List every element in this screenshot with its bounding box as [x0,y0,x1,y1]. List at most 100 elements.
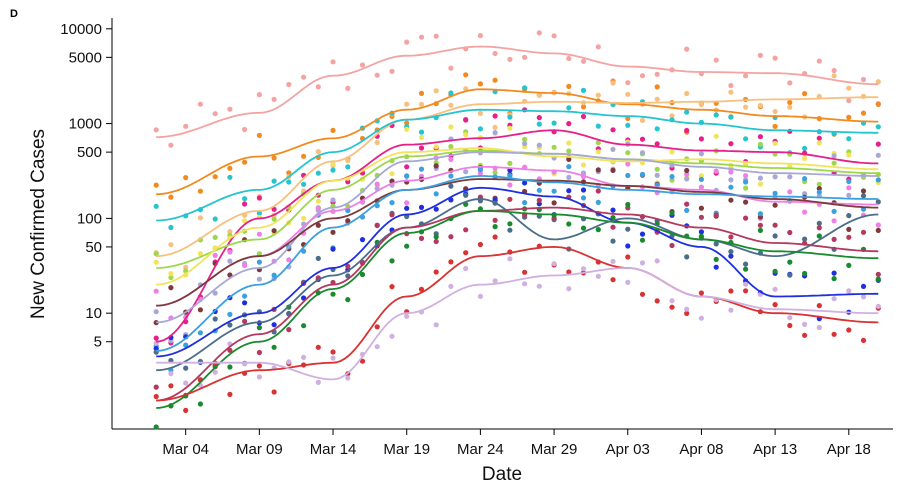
series-9-point [227,249,233,255]
series-16-point [183,407,189,413]
series-2-point [477,81,483,87]
series-4-point [153,203,159,209]
series-16-point [831,331,837,337]
series-17-point [816,324,822,331]
series-17-point [654,258,660,264]
series-11-point [757,211,764,217]
series-6-point [271,216,277,222]
series-14-point [669,242,675,249]
series-17-point [831,296,837,302]
series-11-point [580,195,587,201]
series-17-point [802,321,808,327]
y-tick-label: 1000 [69,116,102,133]
series-11-point [669,174,675,180]
series-5-point [639,136,646,142]
series-2-point [197,188,203,194]
series-8-line [156,151,879,324]
series-12-point [713,264,719,270]
series-3-point [492,124,498,130]
series-9-point [448,156,454,162]
series-17-point [787,315,793,321]
series-5-point [654,141,660,147]
series-3-point [610,80,616,86]
series-4-point [271,178,277,184]
series-5-point [463,117,469,123]
series-12-point [404,205,410,211]
series-16-point [168,383,174,389]
series-1-point [816,58,822,64]
series-14-point [846,234,852,240]
series-14-point [713,212,719,218]
series-2-point [227,165,233,171]
series-15-point [743,266,749,272]
series-10-point [227,272,233,278]
series-1-point [492,50,498,57]
series-12-point [242,300,248,306]
series-5-point [256,195,262,201]
series-13-point [772,233,778,239]
series-7-point [315,198,321,204]
series-3-point [477,110,483,116]
series-1-point [728,82,734,89]
series-4-point [728,114,734,120]
series-12-point [625,243,631,249]
series-17-point [389,333,395,339]
series-3-point [639,117,646,123]
series-3-point [625,91,631,97]
series-5-point [153,335,159,341]
series-15-point [831,276,837,282]
y-tick-label: 100 [77,210,102,227]
series-16-point [816,303,822,309]
series-10-point [566,156,572,162]
series-6-point [595,140,601,146]
series-6-point [625,150,631,156]
series-7-point [301,215,307,221]
series-2-point [625,115,631,121]
series-4-point [522,85,528,91]
series-11-line [156,175,879,352]
series-14-point [772,222,778,228]
series-2-point [566,83,572,89]
series-2-point [242,159,248,165]
series-9-point [846,185,852,191]
series-14-point [743,215,749,221]
series-4-point [846,136,852,142]
series-15-point [256,325,262,331]
series-2-point [212,174,218,180]
series-9-point [684,171,690,177]
series-16-line [156,246,879,402]
series-14-point [286,327,292,333]
series-4-point [713,112,719,118]
series-9-point [787,189,793,195]
series-5-point [566,121,572,127]
series-1-point [433,33,439,39]
series-6-point [816,181,822,187]
series-11-point [227,311,233,317]
x-tick-label: Mar 09 [236,441,283,458]
series-1-point [301,74,307,80]
series-5-point [875,141,881,147]
series-17-point [477,293,483,299]
series-16-point [418,286,425,292]
x-tick-label: Mar 14 [310,441,357,458]
series-17-point [448,283,454,289]
series-16-point [330,349,336,355]
series-2-point [492,77,498,83]
series-12-point [728,253,734,259]
series-1-point [418,34,425,40]
series-2-point [418,90,425,96]
series-lines [156,45,879,409]
series-14-point [389,212,395,218]
series-7-point [389,171,395,177]
series-17-point [625,279,631,285]
series-3-point [404,101,410,107]
series-7-point [846,152,852,158]
series-15-point [639,237,646,243]
series-13-point [802,236,808,242]
x-tick-label: Apr 18 [827,441,871,458]
series-3-point [684,90,690,97]
series-1-point [566,55,572,62]
series-4-point [595,123,601,129]
series-14-point [684,201,690,207]
series-15-point [580,225,587,231]
